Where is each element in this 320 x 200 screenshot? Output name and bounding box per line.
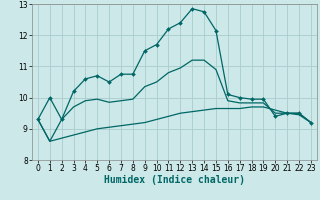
X-axis label: Humidex (Indice chaleur): Humidex (Indice chaleur) xyxy=(104,175,245,185)
